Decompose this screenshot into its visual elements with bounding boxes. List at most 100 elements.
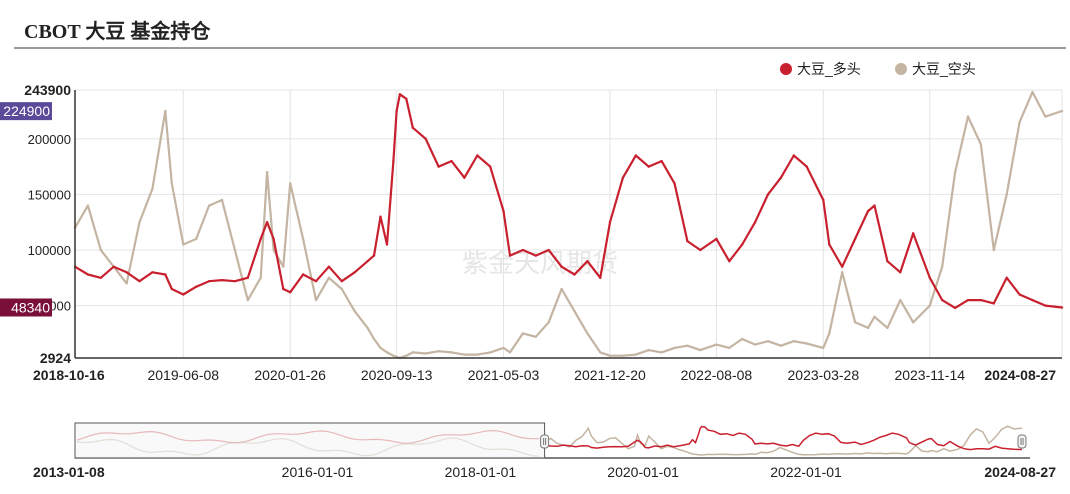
data-point	[99, 248, 103, 252]
data-point	[647, 165, 650, 168]
data-point	[599, 351, 602, 354]
data-point	[547, 248, 550, 252]
data-point	[151, 271, 154, 274]
data-point	[476, 353, 479, 356]
data-point	[170, 182, 173, 185]
data-point	[282, 287, 285, 291]
data-point	[502, 346, 505, 350]
data-point	[928, 276, 931, 280]
y-tick-label: 100000	[28, 243, 71, 258]
data-point	[450, 351, 453, 354]
data-point	[125, 271, 128, 274]
data-point	[621, 354, 625, 357]
data-point	[715, 237, 718, 241]
data-point	[112, 265, 115, 268]
data-point	[741, 243, 744, 246]
navigator-tick-label: 2016-01-01	[282, 464, 354, 480]
data-point	[366, 259, 369, 263]
data-point	[979, 143, 983, 146]
data-point	[634, 353, 637, 356]
x-tick-label: 2021-12-20	[574, 367, 646, 383]
data-point	[353, 271, 356, 274]
data-point	[728, 259, 731, 263]
navigator-history-line	[76, 429, 540, 444]
data-point	[586, 332, 589, 335]
navigator-handle-right[interactable]	[1017, 434, 1027, 449]
data-point	[1060, 306, 1064, 309]
data-point	[966, 298, 970, 302]
legend-item-long[interactable]: 大豆_多头	[780, 60, 861, 78]
data-point	[288, 182, 292, 185]
chart-title: CBOT 大豆 基金持仓	[24, 21, 211, 43]
data-point	[99, 276, 103, 280]
data-point	[353, 310, 356, 313]
y-tick-label: 200000	[28, 132, 71, 147]
data-point	[450, 159, 453, 163]
legend-label-long: 大豆_多头	[797, 61, 861, 77]
data-point	[340, 279, 343, 283]
data-point	[392, 354, 395, 357]
legend-item-short[interactable]: 大豆_空头	[895, 60, 976, 78]
data-point	[608, 221, 612, 224]
data-point	[621, 176, 625, 179]
data-point	[138, 221, 141, 224]
data-point	[779, 344, 783, 347]
title-bar: CBOT 大豆 基金持仓	[0, 0, 1070, 49]
data-point	[741, 337, 744, 341]
data-point	[1005, 276, 1008, 280]
range-navigator: 2013-01-08 2016-01-01 2018-01-01 2020-01-01…	[33, 422, 1056, 480]
data-point	[207, 204, 211, 207]
data-point	[372, 337, 376, 341]
data-point	[405, 97, 408, 100]
data-point	[379, 346, 382, 350]
x-tick-label: 2019-06-08	[147, 367, 219, 383]
navigator-tick-label: 2024-08-27	[984, 464, 1056, 480]
data-point	[437, 165, 440, 168]
data-point	[170, 287, 173, 291]
data-point	[928, 304, 931, 307]
data-point	[560, 287, 563, 291]
crosshair-labels: 224900 48340	[0, 102, 52, 317]
data-point	[265, 170, 269, 174]
navigator-unselected-mask	[74, 422, 546, 459]
data-point	[966, 115, 970, 118]
data-point	[979, 298, 983, 302]
crosshair-value-top-bg	[0, 102, 52, 121]
data-point	[182, 243, 185, 246]
crosshair-value-top: 224900	[3, 103, 50, 119]
series-line-short	[74, 90, 1063, 359]
data-point	[992, 248, 996, 252]
data-point	[992, 302, 996, 305]
data-point	[766, 193, 770, 196]
series-points-long	[73, 93, 1064, 310]
data-point	[673, 346, 676, 350]
navigator-series-short	[544, 425, 1023, 456]
data-point	[521, 332, 525, 335]
data-point	[463, 176, 466, 179]
data-point	[233, 279, 237, 283]
legend-dot-short	[895, 63, 907, 75]
data-point	[233, 248, 237, 252]
data-point	[301, 237, 305, 241]
data-point	[246, 276, 249, 280]
data-point	[873, 204, 876, 207]
data-point	[424, 352, 427, 355]
data-point	[398, 93, 402, 96]
data-point	[395, 109, 398, 113]
data-point	[379, 215, 382, 218]
data-point	[766, 340, 770, 343]
navigator-handle-left[interactable]	[540, 434, 550, 449]
navigator-tick-label: 2013-01-08	[33, 464, 105, 480]
data-point	[327, 276, 331, 280]
data-point	[521, 248, 525, 252]
data-point	[1018, 293, 1021, 296]
data-point	[686, 239, 689, 243]
data-point	[125, 282, 128, 285]
data-point	[792, 154, 796, 157]
data-point	[805, 342, 808, 345]
data-point	[182, 293, 185, 296]
x-tick-label: 2021-05-03	[468, 367, 540, 383]
data-point	[573, 310, 576, 313]
